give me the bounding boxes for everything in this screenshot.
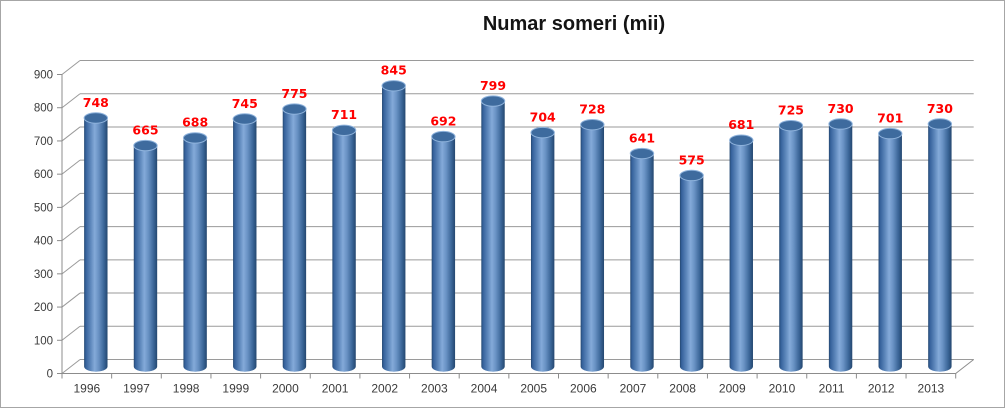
x-axis-label: 2005: [520, 382, 547, 396]
x-axis-label: 1998: [173, 382, 200, 396]
bar-value-label: 799: [480, 78, 506, 93]
y-axis-label: 300: [34, 269, 53, 281]
y-axis-label: 800: [34, 103, 53, 115]
bar-value-label: 688: [182, 115, 208, 130]
y-axis-label: 400: [34, 236, 53, 248]
x-axis-label: 2000: [272, 382, 299, 396]
bar-top-2009: [729, 134, 754, 146]
bar-top-2007: [629, 147, 655, 160]
y-axis-label: 0: [47, 369, 53, 381]
bar-top-2005: [530, 126, 555, 139]
grid-depth-diagonal: [61, 226, 81, 242]
bar-2008: [679, 175, 704, 372]
bar-top-2012: [878, 127, 903, 140]
bar-2009: [729, 140, 753, 372]
x-axis-label: 2012: [868, 382, 895, 396]
x-axis-label: 2002: [371, 382, 398, 396]
y-axis-label: 200: [34, 302, 53, 314]
y-axis-label: 700: [34, 136, 53, 148]
grid-depth-diagonal: [61, 292, 81, 308]
bar-top-2001: [331, 124, 357, 136]
bar-value-label: 748: [83, 95, 109, 110]
bar-top-2003: [431, 130, 456, 143]
bar-top-1996: [83, 112, 109, 124]
x-axis-label: 2008: [669, 382, 696, 396]
bar-value-label: 641: [629, 130, 655, 145]
bar-1998: [183, 137, 207, 372]
bar-2002: [382, 85, 406, 372]
bar-2011: [828, 123, 853, 372]
bar-top-1998: [182, 132, 208, 144]
bar-value-label: 575: [679, 152, 705, 167]
bar-top-2011: [828, 118, 853, 130]
bar-2001: [332, 130, 356, 372]
bar-2007: [630, 153, 654, 372]
bar-top-2000: [282, 103, 307, 115]
chart-title: Numar someri (mii): [482, 13, 666, 35]
grid-depth-diagonal: [61, 259, 81, 275]
x-axis-label: 2004: [471, 382, 498, 396]
bar-2000: [282, 109, 307, 372]
floor-right-diagonal: [955, 359, 975, 374]
bar-top-1999: [232, 113, 257, 125]
x-axis-label: 2010: [769, 382, 796, 396]
bar-1996: [84, 117, 108, 372]
bar-value-label: 730: [828, 101, 854, 116]
bar-2010: [779, 125, 803, 372]
x-axis-label: 2009: [719, 382, 746, 396]
y-axis-label: 900: [34, 70, 53, 82]
grid-depth-diagonal: [61, 325, 81, 341]
bar-2004: [481, 101, 505, 372]
bar-2006: [580, 124, 605, 372]
bar-value-label: 704: [530, 109, 556, 124]
bar-value-label: 711: [331, 107, 357, 122]
bar-1999: [233, 118, 257, 372]
x-axis-label: 2003: [421, 382, 448, 396]
bar-2003: [431, 136, 456, 372]
grid-depth-diagonal: [61, 126, 81, 142]
bar-top-2002: [381, 80, 406, 92]
x-axis-label: 2006: [570, 382, 597, 396]
grid-depth-diagonal: [61, 159, 81, 175]
bar-2013: [928, 123, 952, 372]
bar-top-2013: [927, 118, 953, 130]
bar-top-1997: [133, 139, 158, 152]
bar-top-2010: [778, 119, 804, 132]
x-axis-label: 2007: [620, 382, 647, 396]
bar-value-label: 745: [232, 96, 258, 111]
x-axis-label: 2011: [819, 382, 845, 396]
bar-1997: [133, 145, 158, 372]
y-axis-label: 500: [34, 202, 53, 214]
x-axis-label: 2013: [918, 382, 945, 396]
x-axis-label: 1997: [123, 382, 150, 396]
y-axis-label: 100: [34, 335, 53, 347]
x-axis-label: 1996: [73, 382, 100, 396]
bar-top-2008: [679, 169, 704, 182]
bar-value-label: 701: [877, 110, 903, 125]
bar-value-label: 845: [381, 63, 407, 78]
bar-top-2006: [580, 118, 605, 131]
bar-top-2004: [480, 95, 506, 107]
y-axis-label: 600: [34, 169, 53, 181]
bar-value-label: 725: [778, 102, 804, 117]
grid-depth-diagonal: [61, 359, 81, 374]
bar-2005: [530, 132, 555, 372]
x-axis-label: 1999: [222, 382, 249, 396]
bar-value-label: 665: [132, 122, 158, 137]
x-axis-label: 2001: [322, 382, 349, 396]
bar-2012: [878, 133, 902, 372]
grid-depth-diagonal: [61, 93, 81, 109]
grid-depth-diagonal: [61, 60, 81, 75]
bar-value-label: 775: [281, 86, 307, 101]
bar-value-label: 681: [728, 117, 754, 132]
bar-value-label: 692: [430, 113, 456, 128]
bar-value-label: 728: [579, 101, 605, 116]
bar-value-label: 730: [927, 101, 953, 116]
grid-depth-diagonal: [61, 192, 81, 208]
